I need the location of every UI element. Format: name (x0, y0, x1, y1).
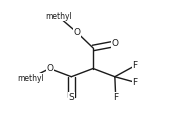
Text: O: O (74, 28, 81, 37)
Text: F: F (113, 93, 118, 102)
Text: S: S (68, 93, 74, 102)
Text: O: O (46, 64, 53, 73)
Text: methyl: methyl (45, 12, 72, 21)
Text: methyl: methyl (17, 74, 44, 83)
Text: F: F (132, 78, 137, 87)
Text: O: O (111, 39, 118, 48)
Text: F: F (132, 61, 137, 70)
